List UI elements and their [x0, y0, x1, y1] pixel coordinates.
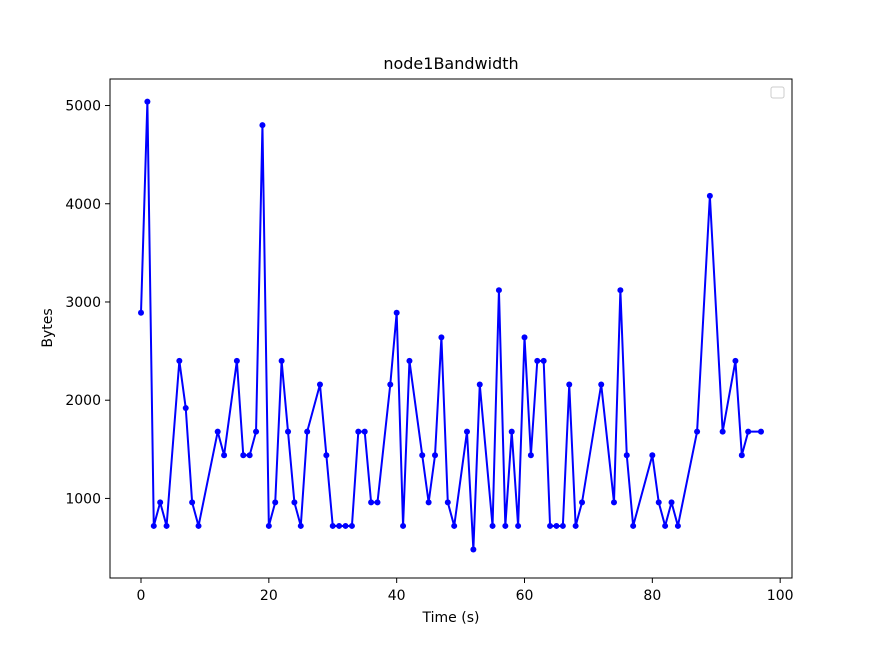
data-point [553, 522, 560, 529]
data-point [610, 499, 617, 506]
y-tick-label: 1000 [65, 491, 101, 507]
data-point [694, 428, 701, 435]
data-point [630, 522, 637, 529]
chart-title: node1Bandwidth [383, 54, 518, 73]
data-point [444, 499, 451, 506]
data-point [304, 428, 311, 435]
x-axis-label: Time (s) [422, 610, 480, 626]
data-point [355, 428, 362, 435]
data-point [278, 357, 285, 364]
data-point [745, 428, 752, 435]
y-axis-ticks: 1000 2000 3000 4000 5000 [65, 99, 110, 507]
data-point [221, 452, 228, 459]
data-point [534, 357, 541, 364]
data-point [489, 522, 496, 529]
data-point [579, 499, 586, 506]
x-tick-label: 40 [388, 588, 406, 604]
data-point [400, 522, 407, 529]
data-point [521, 334, 528, 341]
data-point [738, 452, 745, 459]
data-point [138, 309, 144, 316]
y-tick-label: 2000 [65, 393, 101, 409]
data-point [662, 522, 669, 529]
data-point [470, 546, 477, 553]
y-axis-label: Bytes [40, 308, 56, 347]
y-tick-label: 5000 [65, 99, 101, 115]
data-point [265, 522, 272, 529]
data-point [163, 522, 170, 529]
data-point [329, 522, 336, 529]
data-point [572, 522, 579, 529]
data-point [259, 122, 266, 129]
data-point [361, 428, 368, 435]
x-tick-label: 0 [137, 588, 146, 604]
data-point [758, 428, 764, 435]
data-point [502, 522, 509, 529]
data-point [706, 192, 713, 199]
data-point [495, 287, 502, 294]
data-point [233, 357, 240, 364]
data-point [150, 522, 157, 529]
data-point [559, 522, 566, 529]
data-point [425, 499, 432, 506]
data-point [342, 522, 349, 529]
data-point [623, 452, 630, 459]
data-point [323, 452, 330, 459]
data-point [463, 428, 470, 435]
data-point [368, 499, 375, 506]
x-tick-label: 80 [643, 588, 661, 604]
x-tick-label: 60 [516, 588, 534, 604]
data-point [598, 381, 605, 388]
data-point [176, 357, 183, 364]
x-tick-label: 20 [260, 588, 278, 604]
data-point [649, 452, 656, 459]
data-point [240, 452, 247, 459]
data-point [732, 357, 739, 364]
data-point [655, 499, 662, 506]
legend-box [770, 86, 785, 99]
data-point [438, 334, 445, 341]
data-point [719, 428, 726, 435]
data-point [566, 381, 573, 388]
series-layer [138, 98, 764, 553]
data-point [451, 522, 458, 529]
y-tick-label: 3000 [65, 295, 101, 311]
data-point [157, 499, 164, 506]
data-point [291, 499, 298, 506]
data-point [144, 98, 151, 105]
data-point [432, 452, 439, 459]
data-point [214, 428, 221, 435]
data-point [674, 522, 681, 529]
data-point [668, 499, 675, 506]
data-point [336, 522, 343, 529]
data-point [476, 381, 483, 388]
data-point [189, 499, 196, 506]
data-point [540, 357, 547, 364]
plot-frame [109, 78, 793, 579]
data-point [297, 522, 304, 529]
data-point [387, 381, 394, 388]
data-point [515, 522, 522, 529]
data-point [374, 499, 381, 506]
data-point [393, 309, 400, 316]
data-point [527, 452, 534, 459]
series-line [140, 100, 761, 551]
data-point [406, 357, 413, 364]
x-axis-ticks: 0 20 40 60 80 100 [137, 578, 794, 604]
x-tick-label: 100 [767, 588, 794, 604]
data-point [316, 381, 323, 388]
data-point [547, 522, 554, 529]
data-point [195, 522, 202, 529]
data-point [182, 405, 189, 412]
data-point [617, 287, 624, 294]
data-point [285, 428, 292, 435]
data-point [508, 428, 515, 435]
data-point [419, 452, 426, 459]
data-point [253, 428, 260, 435]
data-point [246, 452, 253, 459]
data-point [272, 499, 279, 506]
data-point [348, 522, 355, 529]
y-tick-label: 4000 [65, 197, 101, 213]
